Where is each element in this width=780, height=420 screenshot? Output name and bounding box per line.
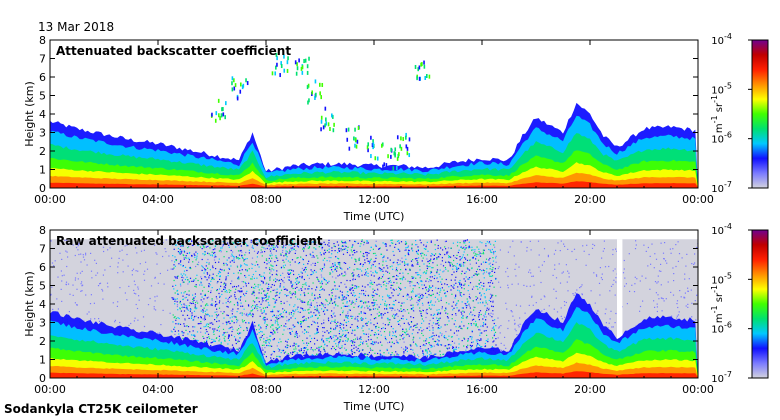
y-axis-label: Height (km) — [23, 81, 36, 147]
colorbar-unit: m-1 sr-1 — [710, 95, 725, 133]
y-tick-label: 5 — [39, 280, 46, 293]
y-tick-label: 3 — [39, 127, 46, 140]
colorbar — [751, 229, 769, 379]
x-tick-label: 16:00 — [466, 193, 498, 206]
x-tick-label: 16:00 — [466, 383, 498, 396]
y-tick-label: 6 — [39, 71, 46, 84]
y-tick-label: 2 — [39, 335, 46, 348]
y-tick-label: 7 — [39, 243, 46, 256]
y-tick-label: 8 — [39, 224, 46, 237]
colorbar-tick-label: 10-5 — [711, 81, 732, 96]
y-tick-label: 4 — [39, 108, 46, 121]
colorbar-tick-label: 10-7 — [711, 180, 732, 195]
x-tick-label: 08:00 — [250, 383, 282, 396]
y-tick-label: 6 — [39, 261, 46, 274]
x-tick-label: 12:00 — [358, 383, 390, 396]
x-tick-label: 00:00 — [682, 383, 714, 396]
plot-area-1 — [50, 40, 698, 188]
x-tick-label: 20:00 — [574, 383, 606, 396]
plot-area-2 — [50, 230, 698, 378]
x-tick-label: 20:00 — [574, 193, 606, 206]
y-tick-label: 5 — [39, 90, 46, 103]
colorbar-tick-label: 10-4 — [711, 222, 732, 237]
y-tick-label: 3 — [39, 317, 46, 330]
y-tick-label: 1 — [39, 164, 46, 177]
y-tick-label: 1 — [39, 354, 46, 367]
y-tick-label: 0 — [39, 372, 46, 385]
x-tick-label: 08:00 — [250, 193, 282, 206]
y-tick-label: 8 — [39, 34, 46, 47]
y-tick-label: 4 — [39, 298, 46, 311]
colorbar — [751, 39, 769, 189]
panel-title: Attenuated backscatter coefficient — [56, 44, 291, 58]
y-tick-label: 7 — [39, 53, 46, 66]
x-tick-label: 04:00 — [142, 383, 174, 396]
data-gap — [617, 239, 623, 378]
colorbar-unit: m-1 sr-1 — [710, 285, 725, 323]
x-tick-label: 00:00 — [682, 193, 714, 206]
cloud-echoes — [210, 52, 431, 171]
colorbar-tick-label: 10-5 — [711, 271, 732, 286]
y-tick-label: 2 — [39, 145, 46, 158]
x-tick-label: 00:00 — [34, 193, 66, 206]
instrument-label: Sodankyla CT25K ceilometer — [4, 402, 198, 416]
x-axis-label: Time (UTC) — [343, 400, 405, 413]
panel-title: Raw attenuated backscatter coefficient — [56, 234, 323, 248]
x-tick-label: 04:00 — [142, 193, 174, 206]
x-tick-label: 00:00 — [34, 383, 66, 396]
x-tick-label: 12:00 — [358, 193, 390, 206]
y-tick-label: 0 — [39, 182, 46, 195]
x-axis-label: Time (UTC) — [343, 210, 405, 223]
colorbar-tick-label: 10-4 — [711, 32, 732, 47]
panel-2: Raw attenuated backscatter coefficient00… — [23, 222, 769, 413]
colorbar-tick-label: 10-7 — [711, 370, 732, 385]
y-axis-label: Height (km) — [23, 271, 36, 337]
date-label: 13 Mar 2018 — [38, 20, 115, 34]
